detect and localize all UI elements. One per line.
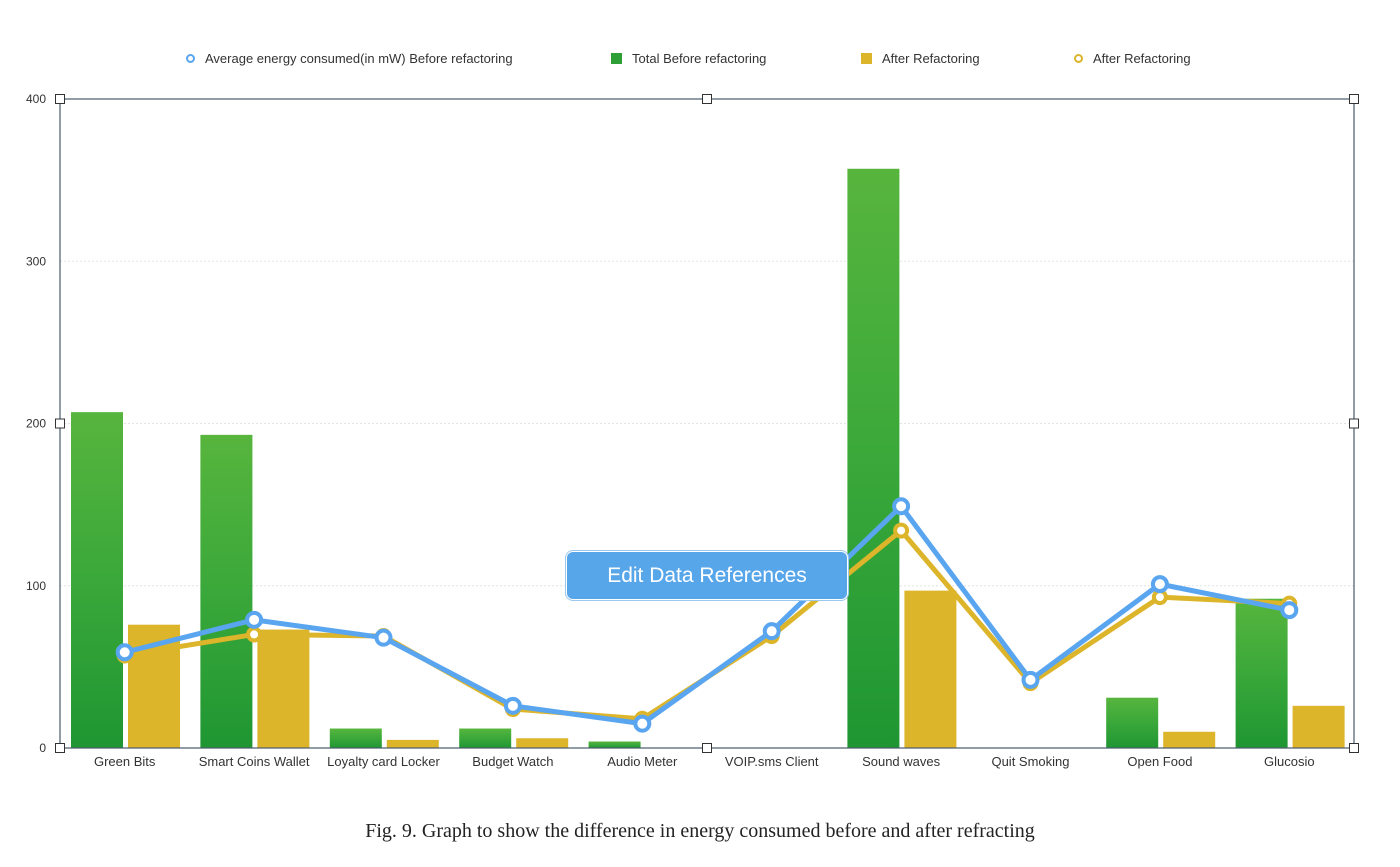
point-avg-before-7[interactable] [1021, 670, 1040, 689]
bar-before-6[interactable] [847, 168, 900, 748]
x-tick-label-8: Open Food [1127, 754, 1192, 769]
legend-marker-avg-before [186, 53, 195, 63]
bar-after-8[interactable] [1163, 731, 1216, 748]
y-tick-label-100: 100 [26, 579, 46, 593]
figure-caption: Fig. 9. Graph to show the difference in … [365, 820, 1035, 842]
bar-after-3[interactable] [516, 738, 569, 748]
resize-handle-1[interactable] [702, 94, 712, 104]
x-tick-label-2: Loyalty card Locker [327, 754, 440, 769]
bar-after-6[interactable] [904, 590, 957, 748]
point-avg-before-3[interactable] [503, 696, 522, 715]
point-avg-before-6[interactable] [892, 497, 911, 516]
x-tick-label-7: Quit Smoking [991, 754, 1069, 769]
edit-data-references-button[interactable]: Edit Data References [567, 552, 847, 599]
bar-before-8[interactable] [1106, 697, 1159, 748]
legend-item-after-line[interactable]: After Refactoring [1074, 49, 1191, 67]
bar-before-4[interactable] [588, 741, 641, 748]
bar-before-9[interactable] [1235, 598, 1288, 748]
x-tick-label-5: VOIP.sms Client [725, 754, 819, 769]
legend-marker-after-bars [861, 52, 872, 64]
resize-handle-2[interactable] [1349, 94, 1359, 104]
point-avg-before-9[interactable] [1280, 601, 1299, 620]
y-tick-label-300: 300 [26, 254, 46, 268]
y-tick-label-400: 400 [26, 92, 46, 106]
resize-handle-3[interactable] [55, 418, 65, 429]
legend-label-after-bars: After Refactoring [882, 50, 980, 66]
x-tick-label-4: Audio Meter [607, 754, 678, 769]
point-avg-before-4[interactable] [633, 714, 652, 733]
point-avg-before-8[interactable] [1150, 575, 1169, 594]
resize-handle-5[interactable] [55, 743, 65, 753]
bar-after-2[interactable] [386, 739, 439, 748]
x-tick-label-6: Sound waves [862, 754, 941, 769]
point-after-6[interactable] [893, 522, 910, 539]
resize-handle-4[interactable] [1349, 418, 1359, 429]
x-tick-label-3: Budget Watch [472, 754, 553, 769]
legend-label-avg-before: Average energy consumed(in mW) Before re… [205, 50, 513, 66]
bar-before-2[interactable] [329, 728, 382, 748]
point-after-1[interactable] [246, 626, 263, 643]
point-avg-before-5[interactable] [762, 622, 781, 641]
bar-before-0[interactable] [71, 412, 123, 748]
x-tick-label-9: Glucosio [1264, 754, 1315, 769]
x-tick-label-0: Green Bits [94, 754, 156, 769]
point-avg-before-2[interactable] [374, 628, 393, 647]
y-tick-label-0: 0 [39, 741, 46, 755]
resize-handle-0[interactable] [55, 94, 65, 104]
legend-label-total-before: Total Before refactoring [632, 50, 767, 66]
legend-item-total-before[interactable]: Total Before refactoring [611, 49, 766, 67]
bar-after-9[interactable] [1292, 705, 1345, 748]
point-avg-before-1[interactable] [245, 610, 264, 629]
legend-label-after-line: After Refactoring [1093, 50, 1191, 66]
x-tick-label-1: Smart Coins Wallet [199, 754, 310, 769]
line-avg-before [124, 503, 1290, 727]
bar-before-1[interactable] [200, 434, 253, 748]
plot-frame [59, 98, 1355, 749]
legend-marker-after-line [1074, 53, 1083, 63]
legend-item-avg-before[interactable]: Average energy consumed(in mW) Before re… [186, 49, 513, 67]
legend-item-after-bars[interactable]: After Refactoring [861, 49, 980, 67]
bar-before-3[interactable] [459, 728, 512, 748]
y-tick-label-200: 200 [26, 417, 46, 431]
legend-marker-total-before [611, 52, 622, 64]
bar-after-1[interactable] [257, 629, 310, 748]
point-avg-before-0[interactable] [115, 643, 134, 662]
resize-handle-6[interactable] [702, 743, 712, 753]
resize-handle-7[interactable] [1349, 743, 1359, 753]
